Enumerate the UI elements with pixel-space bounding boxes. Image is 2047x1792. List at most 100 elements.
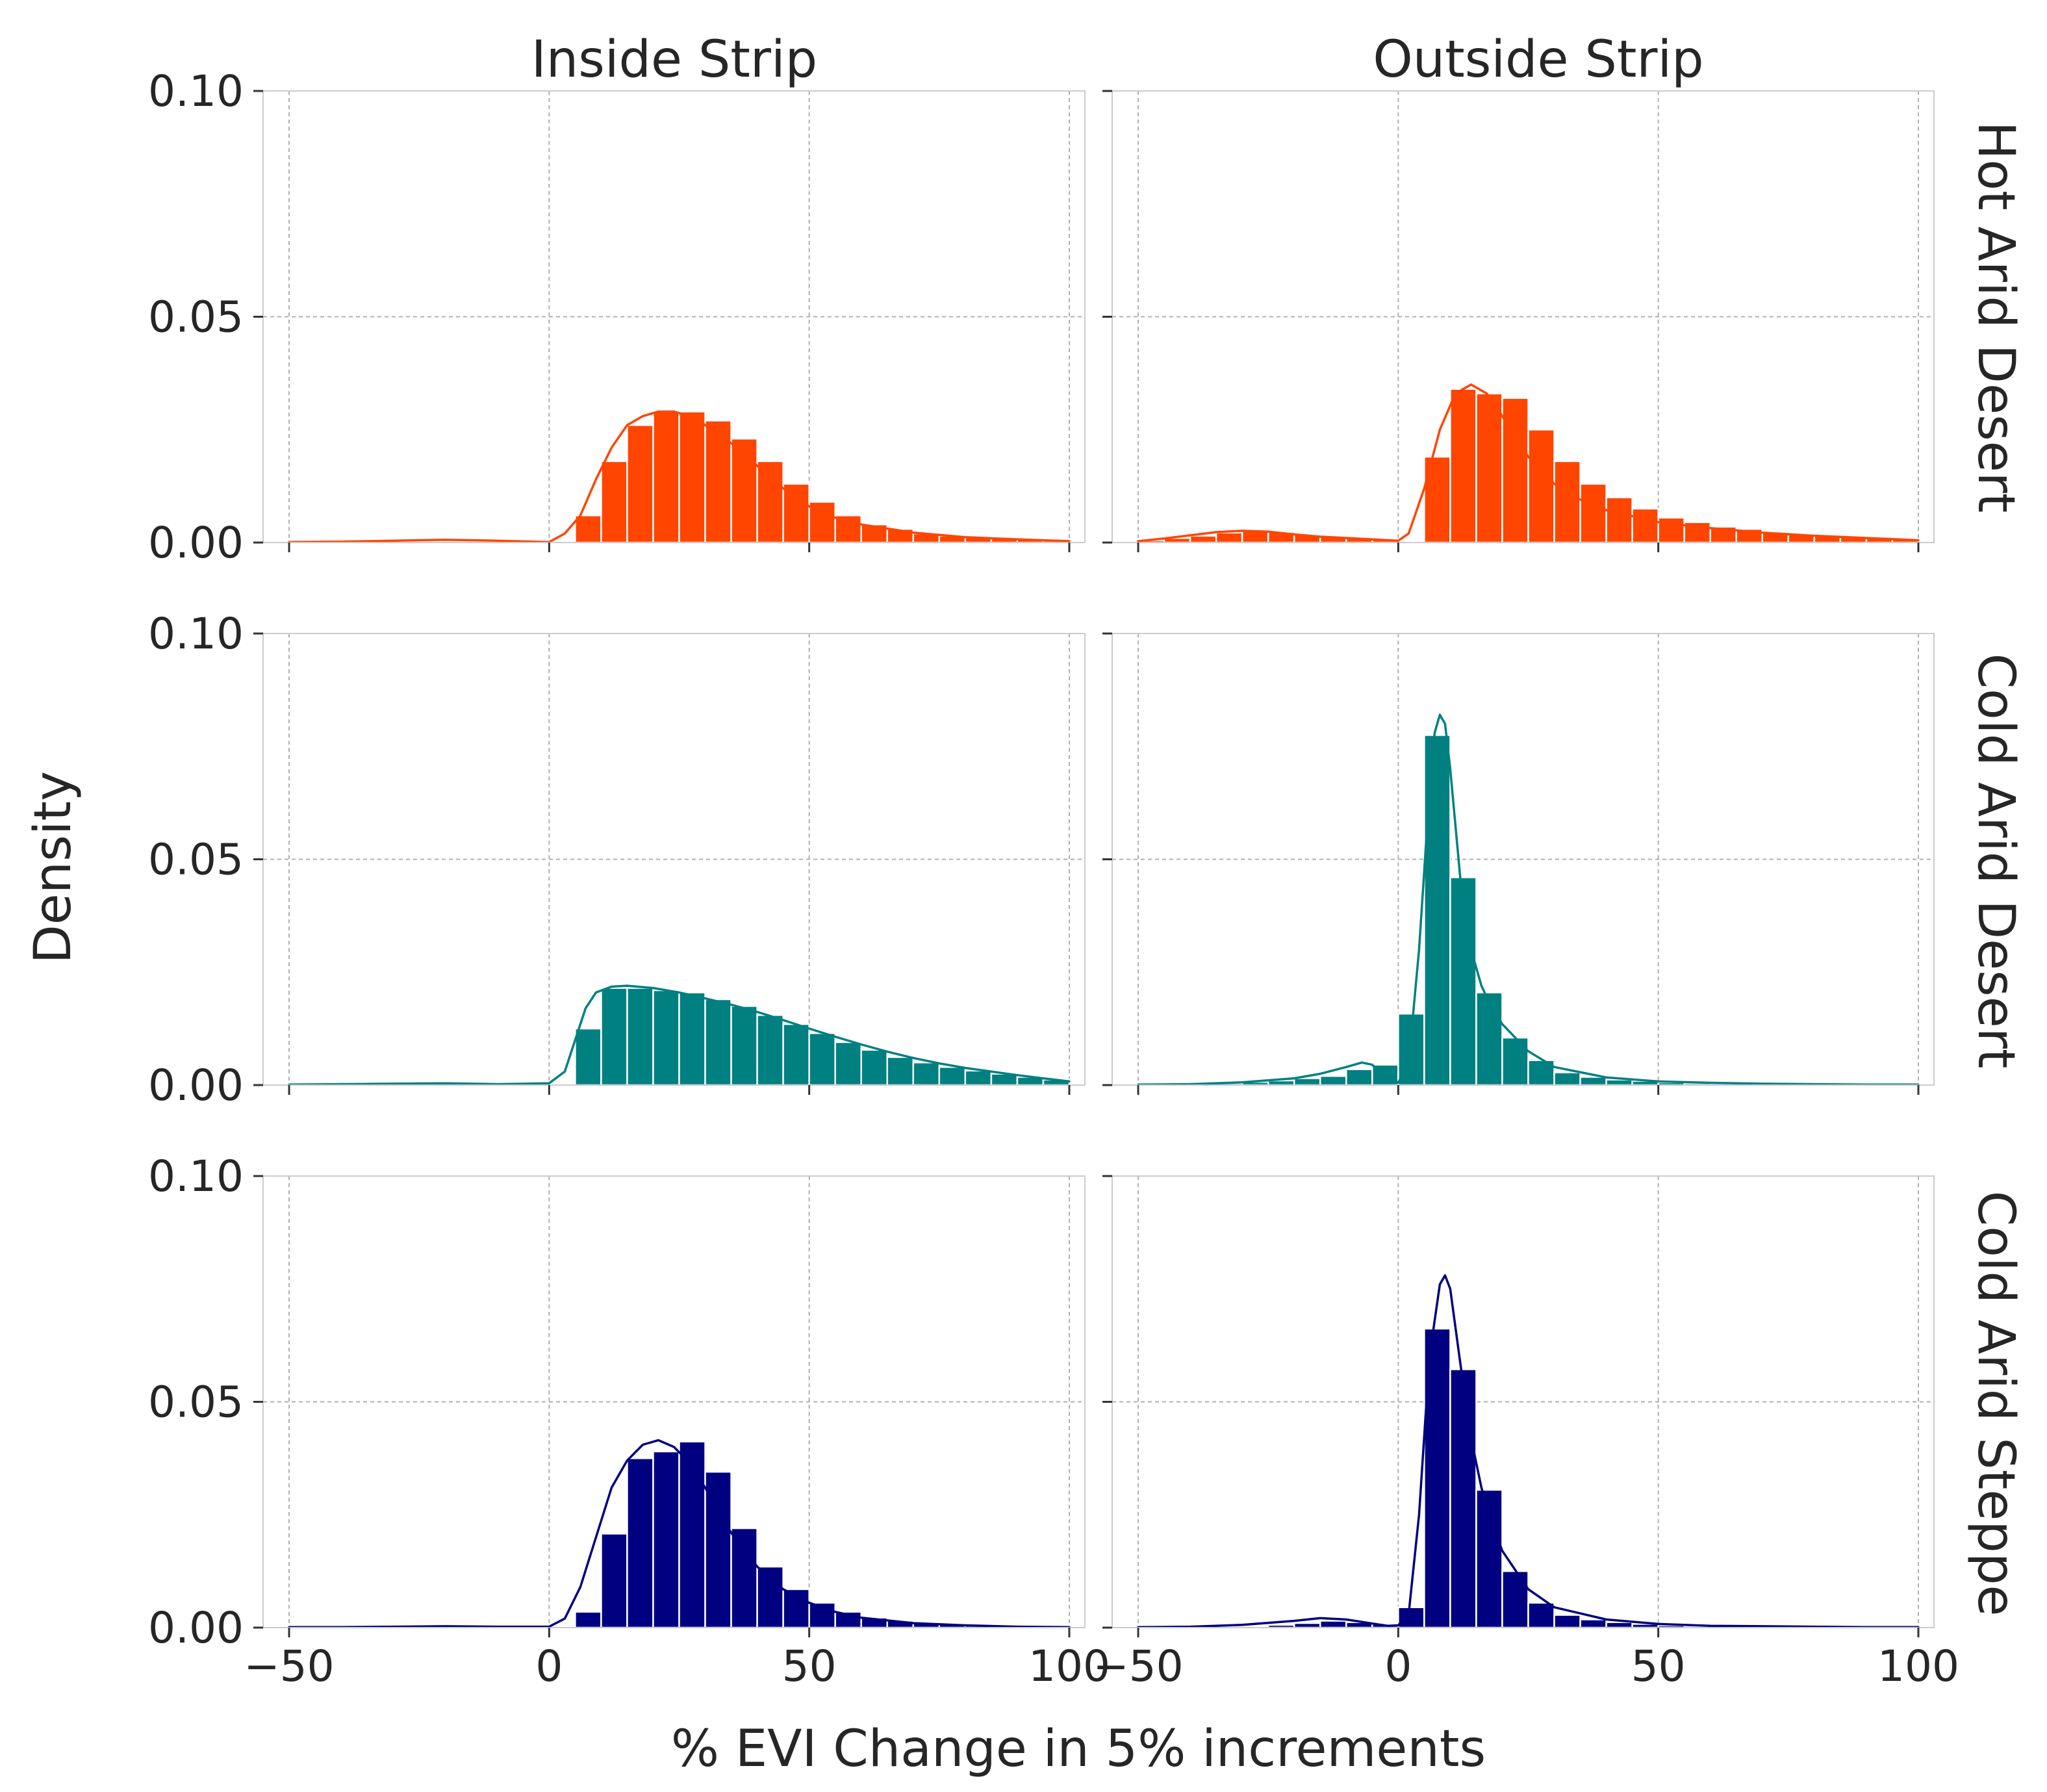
- histogram-bar: [808, 1032, 836, 1086]
- histogram-bar: [834, 1041, 862, 1086]
- histogram-bar: [1449, 877, 1477, 1086]
- histogram-bar: [600, 987, 628, 1086]
- histogram-bar: [1345, 1068, 1373, 1086]
- panel-hot-arid-desert-outside-strip: [1102, 90, 1935, 552]
- x-axis-title: % EVI Change in 5% increments: [671, 1720, 1486, 1778]
- panel-cold-arid-desert-inside-strip: 0.00 0.05 0.10: [148, 609, 1086, 1110]
- histogram-bar: [626, 424, 654, 544]
- y-tick-label: 0.05: [148, 292, 244, 342]
- histogram-bar: [1319, 1620, 1347, 1629]
- histogram-bar: [756, 1014, 784, 1086]
- histogram-bar: [704, 998, 732, 1086]
- histogram-bar: [1657, 517, 1685, 544]
- panel-cold-arid-steppe-inside-strip: −50 0 50 100 0.00 0.05 0.10: [148, 1151, 1110, 1691]
- histogram-bar: [1475, 992, 1503, 1086]
- histogram-bar: [1501, 1570, 1529, 1629]
- panels-layer: 0.000.050.100.000.050.10−50 0 50 1000.000.0…: [148, 66, 1959, 1691]
- histogram-bar: [1293, 1622, 1321, 1629]
- column-title-outside-strip: Outside Strip: [1373, 31, 1703, 89]
- x-tick-label: 50: [1631, 1641, 1686, 1691]
- histogram-bar: [1267, 1079, 1295, 1086]
- histogram-bar: [600, 460, 628, 544]
- y-axis-title: Density: [24, 771, 83, 964]
- x-tick-label: 0: [1384, 1641, 1412, 1691]
- histogram-bar: [1241, 530, 1269, 544]
- histogram-bar: [626, 1457, 654, 1629]
- histogram-bar: [1605, 1621, 1633, 1629]
- histogram-bar: [678, 1440, 706, 1629]
- x-tick-label: −50: [244, 1641, 334, 1691]
- row-title-cold-arid-desert: Cold Arid Desert: [1966, 654, 2025, 1069]
- histogram-bar: [756, 460, 784, 544]
- histogram-bar: [652, 1450, 680, 1629]
- panel-cold-arid-steppe-outside-strip: −50 0 50 100: [1093, 1175, 1959, 1691]
- histogram-bar: [1449, 388, 1477, 544]
- histogram-bar: [782, 483, 810, 544]
- histogram-bar: [964, 1069, 993, 1086]
- row-title-cold-arid-steppe: Cold Arid Steppe: [1966, 1191, 2025, 1617]
- histogram-bar: [652, 989, 680, 1086]
- histogram-bar: [1527, 1602, 1555, 1629]
- histogram-bar: [1527, 429, 1555, 544]
- panel-hot-arid-desert-inside-strip: 0.00 0.05 0.10: [148, 66, 1086, 568]
- histogram-bar: [574, 515, 602, 544]
- histogram-bar: [912, 1062, 941, 1086]
- histogram-bar: [1605, 496, 1633, 544]
- x-tick-label: 50: [782, 1641, 837, 1691]
- y-tick-label: 0.05: [148, 835, 244, 885]
- y-tick-label: 0.10: [148, 609, 244, 659]
- histogram-bar: [1397, 1606, 1425, 1629]
- histogram-bar: [574, 1027, 602, 1086]
- histogram-bar: [756, 1565, 784, 1629]
- x-tick-label: 100: [1028, 1641, 1110, 1691]
- kde-curve: [288, 984, 1071, 1086]
- histogram-bar: [1501, 1036, 1529, 1086]
- histogram-bar: [626, 987, 654, 1086]
- histogram-bar: [1605, 1079, 1633, 1086]
- histogram-bar: [1215, 531, 1243, 544]
- histogram-bar: [1579, 1619, 1607, 1629]
- kde-curve: [288, 1439, 1071, 1629]
- x-tick-label: −50: [1093, 1641, 1183, 1691]
- row-title-hot-arid-desert: Hot Arid Desert: [1966, 122, 2025, 513]
- histogram-bar: [938, 1066, 967, 1086]
- y-tick-label: 0.05: [148, 1377, 244, 1427]
- histogram-bar: [600, 1533, 628, 1629]
- histogram-bar: [1579, 483, 1607, 544]
- kde-curve: [1137, 1274, 1920, 1629]
- histogram-bar: [1319, 1075, 1347, 1086]
- histogram-bar: [730, 1527, 758, 1629]
- histogram-bar: [652, 411, 680, 544]
- histogram-bar: [1423, 734, 1451, 1086]
- y-tick-label: 0.00: [148, 1060, 244, 1110]
- panel-cold-arid-desert-outside-strip: [1102, 632, 1935, 1095]
- histogram-bar: [1553, 1071, 1581, 1086]
- histogram-bar: [1475, 392, 1503, 544]
- histogram-bar: [886, 1056, 915, 1086]
- x-tick-label: 100: [1877, 1641, 1959, 1691]
- histogram-bar: [1553, 460, 1581, 544]
- histogram-bar: [1475, 1489, 1503, 1629]
- histogram-bar: [704, 1470, 732, 1629]
- histogram-bar: [678, 992, 706, 1086]
- kde-curve: [1137, 713, 1920, 1086]
- y-tick-label: 0.10: [148, 1151, 244, 1201]
- y-tick-label: 0.00: [148, 518, 244, 568]
- histogram-bar: [1553, 1614, 1581, 1629]
- histogram-bar: [704, 420, 732, 544]
- histogram-bar: [1449, 1368, 1477, 1629]
- y-tick-label: 0.10: [148, 66, 244, 116]
- column-title-inside-strip: Inside Strip: [531, 31, 817, 89]
- x-tick-label: 0: [535, 1641, 563, 1691]
- histogram-bar: [730, 1005, 758, 1086]
- kde-curve: [1137, 383, 1920, 543]
- histogram-bar: [1631, 507, 1659, 544]
- histogram-bar: [1293, 1077, 1321, 1086]
- histogram-bar: [574, 1611, 602, 1629]
- y-tick-label: 0.00: [148, 1603, 244, 1653]
- kde-curve: [288, 410, 1071, 544]
- histogram-bar: [1501, 397, 1529, 544]
- histogram-bar: [1189, 535, 1217, 544]
- histogram-bar: [860, 1049, 889, 1086]
